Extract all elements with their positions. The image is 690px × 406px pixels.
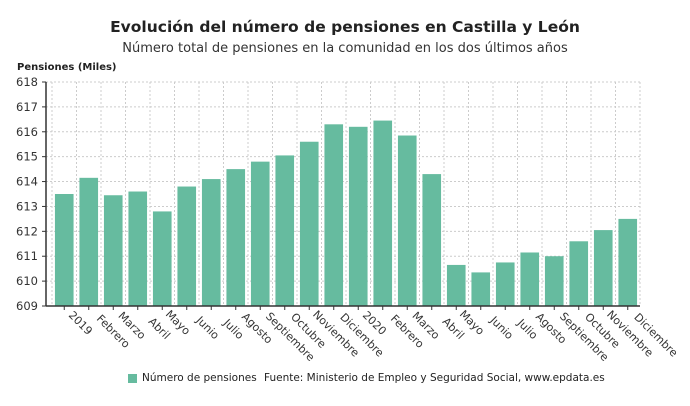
- x-tick-label: Junio: [487, 313, 516, 342]
- x-tick-label: 2019: [66, 309, 95, 338]
- bar: [54, 194, 74, 306]
- bar: [103, 195, 123, 306]
- bar: [348, 126, 368, 306]
- y-tick-label: 612: [16, 224, 38, 238]
- y-tick-label: 613: [16, 199, 38, 213]
- bar: [373, 120, 393, 306]
- bar: [226, 169, 246, 306]
- y-tick-label: 617: [16, 100, 38, 114]
- bar: [544, 256, 564, 306]
- bar: [177, 186, 197, 306]
- bar: [275, 155, 295, 306]
- y-tick-label: 618: [16, 75, 38, 89]
- bar: [593, 230, 613, 306]
- bar: [520, 252, 540, 306]
- y-tick-label: 616: [16, 125, 38, 139]
- legend-swatch: [128, 373, 137, 383]
- bar: [152, 211, 172, 306]
- bar: [397, 135, 417, 306]
- bar: [569, 241, 589, 306]
- legend-label: Número de pensiones: [142, 372, 257, 384]
- y-tick-label: 615: [16, 150, 38, 164]
- bar: [299, 141, 319, 306]
- y-tick-label: 609: [16, 299, 38, 313]
- x-tick-label: Junio: [193, 313, 222, 342]
- bar: [422, 174, 442, 306]
- bar: [446, 264, 466, 306]
- legend: Número de pensiones: [128, 372, 257, 384]
- chart-title: Evolución del número de pensiones en Cas…: [110, 18, 580, 36]
- y-tick-label: 611: [16, 249, 38, 263]
- bar: [495, 262, 515, 306]
- y-tick-label: 610: [16, 274, 38, 288]
- bar: [128, 191, 148, 306]
- bar: [618, 218, 638, 306]
- y-axis-label: Pensiones (Miles): [17, 62, 117, 73]
- chart-subtitle: Número total de pensiones en la comunida…: [122, 41, 568, 56]
- y-tick-label: 614: [16, 175, 38, 189]
- source-note: Fuente: Ministerio de Empleo y Seguridad…: [264, 372, 605, 384]
- bar: [79, 177, 99, 306]
- bar: [201, 179, 221, 306]
- bar: [250, 161, 270, 306]
- bar: [324, 124, 344, 306]
- bar: [471, 272, 491, 306]
